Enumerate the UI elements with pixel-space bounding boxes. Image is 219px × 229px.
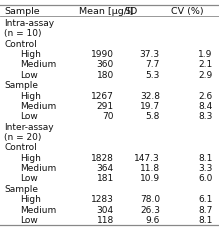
Text: High: High [20,50,41,59]
Text: Low: Low [20,112,37,121]
Text: 8.3: 8.3 [198,112,212,121]
Text: 5.3: 5.3 [145,71,160,79]
Text: 8.7: 8.7 [198,205,212,214]
Text: 181: 181 [97,174,114,183]
Text: Medium: Medium [20,205,56,214]
Text: 9.6: 9.6 [145,215,160,224]
Text: 3.3: 3.3 [198,164,212,172]
Text: Mean [µg/l]: Mean [µg/l] [79,7,133,16]
Text: 8.4: 8.4 [198,101,212,110]
Text: High: High [20,194,41,203]
Text: Inter-assay: Inter-assay [4,122,54,131]
Text: 1.9: 1.9 [198,50,212,59]
Text: 2.1: 2.1 [198,60,212,69]
Text: 304: 304 [97,205,114,214]
Text: CV (%): CV (%) [171,7,203,16]
Text: 1828: 1828 [91,153,114,162]
Text: 180: 180 [97,71,114,79]
Text: 78.0: 78.0 [140,194,160,203]
Text: Control: Control [4,40,37,49]
Text: High: High [20,91,41,100]
Text: Medium: Medium [20,164,56,172]
Text: (n = 10): (n = 10) [4,29,42,38]
Text: High: High [20,153,41,162]
Text: 19.7: 19.7 [140,101,160,110]
Text: Medium: Medium [20,101,56,110]
Text: 2.6: 2.6 [198,91,212,100]
Text: Sample: Sample [4,81,38,90]
Text: Intra-assay: Intra-assay [4,19,55,28]
Text: Sample: Sample [4,184,38,193]
Text: 6.1: 6.1 [198,194,212,203]
Text: 1283: 1283 [91,194,114,203]
Text: 32.8: 32.8 [140,91,160,100]
Text: 26.3: 26.3 [140,205,160,214]
Text: 70: 70 [102,112,114,121]
Text: 118: 118 [97,215,114,224]
Text: 8.1: 8.1 [198,153,212,162]
Text: 291: 291 [97,101,114,110]
Text: 7.7: 7.7 [145,60,160,69]
Text: 8.1: 8.1 [198,215,212,224]
Text: 364: 364 [97,164,114,172]
Text: SD: SD [125,7,138,16]
Text: 147.3: 147.3 [134,153,160,162]
Text: Medium: Medium [20,60,56,69]
Text: 360: 360 [97,60,114,69]
Text: Low: Low [20,71,37,79]
Text: 6.0: 6.0 [198,174,212,183]
Text: 11.8: 11.8 [140,164,160,172]
Text: 1267: 1267 [91,91,114,100]
Text: 1990: 1990 [91,50,114,59]
Text: (n = 20): (n = 20) [4,132,42,141]
Text: Low: Low [20,174,37,183]
Text: Low: Low [20,215,37,224]
Text: 10.9: 10.9 [140,174,160,183]
Text: Sample: Sample [4,7,40,16]
Text: 5.8: 5.8 [145,112,160,121]
Text: 2.9: 2.9 [198,71,212,79]
Text: 37.3: 37.3 [140,50,160,59]
Text: Control: Control [4,143,37,152]
